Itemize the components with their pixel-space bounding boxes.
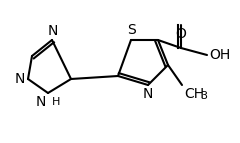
Text: H: H: [52, 97, 60, 107]
Text: N: N: [36, 95, 46, 109]
Text: N: N: [48, 24, 58, 38]
Text: 3: 3: [200, 91, 207, 101]
Text: S: S: [127, 23, 135, 37]
Text: O: O: [176, 27, 186, 41]
Text: OH: OH: [209, 48, 230, 62]
Text: CH: CH: [184, 87, 204, 101]
Text: N: N: [15, 72, 25, 86]
Text: N: N: [143, 87, 153, 101]
